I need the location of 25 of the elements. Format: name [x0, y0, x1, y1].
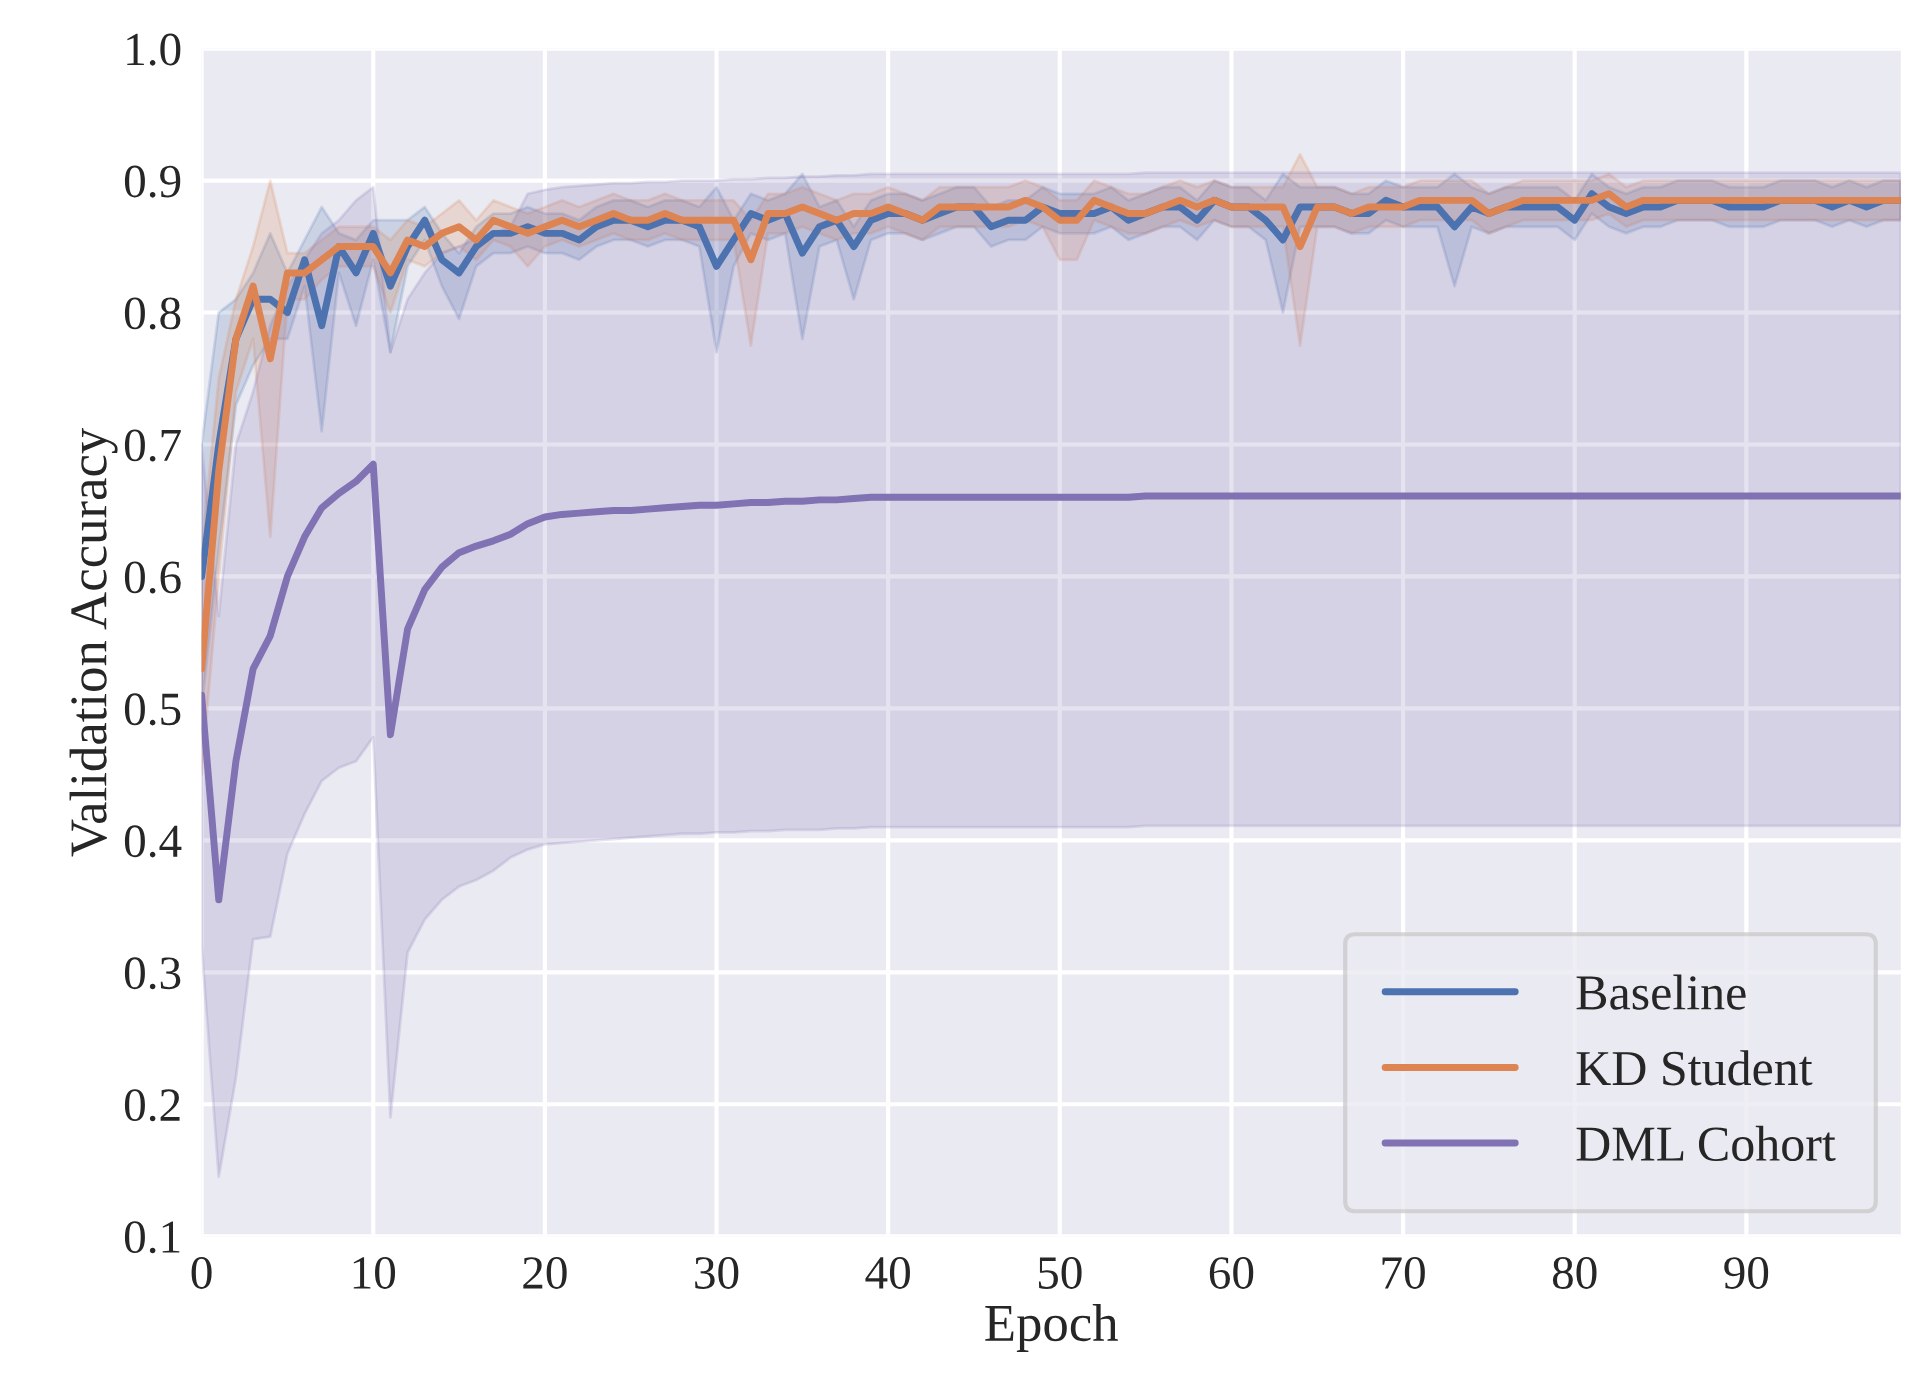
y-tick-label: 0.2 [124, 1089, 180, 1122]
legend-label: Baseline [1576, 974, 1746, 1010]
y-tick-label: 0.9 [124, 165, 181, 198]
x-tick-label: 0 [191, 1257, 212, 1289]
legend-label: KD Student [1576, 1050, 1813, 1086]
y-tick-label: 0.6 [124, 561, 181, 594]
x-tick-label: 40 [865, 1257, 910, 1289]
y-tick-label: 0.7 [124, 429, 181, 462]
x-tick-label: 50 [1038, 1257, 1082, 1289]
y-tick-label: 0.5 [124, 693, 181, 726]
y-tick-label: 0.3 [124, 957, 181, 990]
x-tick-label: 10 [353, 1257, 396, 1289]
x-tick-label: 80 [1552, 1257, 1597, 1289]
y-axis-title: Validation Accuracy [69, 427, 118, 857]
x-axis-title: Epoch [985, 1304, 1118, 1352]
x-tick-label: 30 [695, 1257, 739, 1289]
y-tick-label: 0.4 [124, 825, 182, 858]
x-tick-label: 90 [1724, 1257, 1769, 1289]
x-tick-label: 20 [523, 1257, 567, 1289]
x-tick-label: 70 [1382, 1257, 1425, 1289]
y-tick-label: 0.8 [124, 297, 181, 330]
y-tick-label: 0.1 [124, 1221, 180, 1254]
legend-label: DML Cohort [1576, 1125, 1836, 1162]
y-tick-label: 1.0 [127, 33, 181, 66]
x-tick-label: 60 [1209, 1257, 1254, 1289]
